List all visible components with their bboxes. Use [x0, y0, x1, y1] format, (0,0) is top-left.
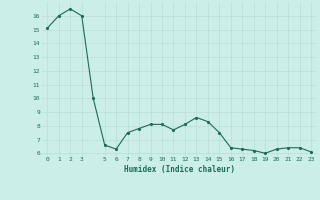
X-axis label: Humidex (Indice chaleur): Humidex (Indice chaleur)	[124, 165, 235, 174]
